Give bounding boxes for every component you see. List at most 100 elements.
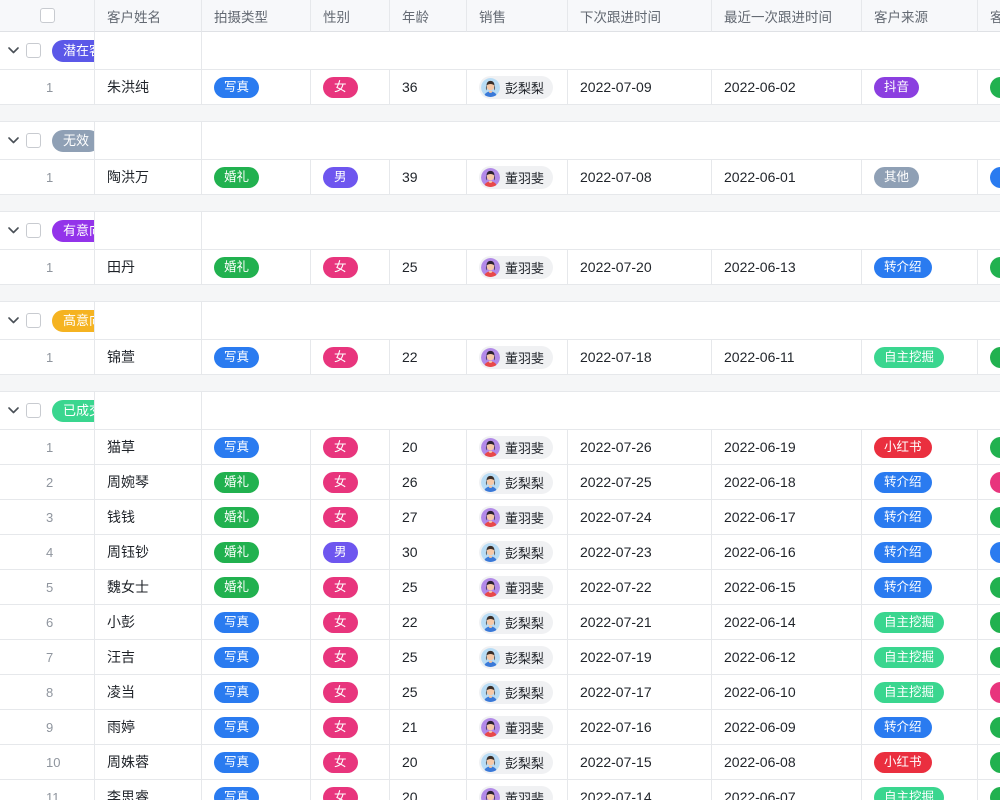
cell-last-followup[interactable]: 2022-06-18 [712,465,862,500]
cell-last-followup[interactable]: 2022-06-15 [712,570,862,605]
cell-last-followup[interactable]: 2022-06-01 [712,160,862,195]
cell-next-followup[interactable]: 2022-07-16 [568,710,712,745]
cell-customer-name[interactable]: 李思睿 [95,780,202,800]
cell-gender[interactable]: 女 [311,745,390,780]
cell-gender[interactable]: 女 [311,710,390,745]
cell-shoot-type[interactable]: 婚礼 [202,465,311,500]
cell-customer-name[interactable]: 凌当 [95,675,202,710]
select-all-checkbox[interactable] [39,8,55,23]
cell-truncated[interactable] [978,340,1000,375]
cell-next-followup[interactable]: 2022-07-19 [568,640,712,675]
cell-gender[interactable]: 女 [311,780,390,800]
cell-truncated[interactable] [978,535,1000,570]
cell-next-followup[interactable]: 2022-07-21 [568,605,712,640]
cell-source[interactable]: 自主挖掘 [862,675,978,710]
cell-source[interactable]: 小红书 [862,430,978,465]
cell-age[interactable]: 21 [390,710,467,745]
table-row[interactable]: 7 汪吉 写真 女 25 彭梨梨 2022-07-19 2022-06-12 自主挖掘 [0,640,1000,675]
cell-truncated[interactable] [978,605,1000,640]
column-header-sales[interactable]: 销售 [467,0,568,32]
cell-sales[interactable]: 董羽斐 [467,430,568,465]
cell-last-followup[interactable]: 2022-06-09 [712,710,862,745]
cell-next-followup[interactable]: 2022-07-26 [568,430,712,465]
chevron-down-icon[interactable] [0,407,26,414]
cell-sales[interactable]: 彭梨梨 [467,535,568,570]
cell-sales[interactable]: 彭梨梨 [467,675,568,710]
table-row[interactable]: 4 周钰钞 婚礼 男 30 彭梨梨 2022-07-23 2022-06-16 转介绍 [0,535,1000,570]
column-header-next-followup[interactable]: 下次跟进时间 [568,0,712,32]
cell-age[interactable]: 25 [390,570,467,605]
cell-next-followup[interactable]: 2022-07-23 [568,535,712,570]
cell-customer-name[interactable]: 钱钱 [95,500,202,535]
cell-customer-name[interactable]: 锦萱 [95,340,202,375]
cell-gender[interactable]: 男 [311,160,390,195]
cell-shoot-type[interactable]: 婚礼 [202,500,311,535]
cell-gender[interactable]: 女 [311,430,390,465]
chevron-down-icon[interactable] [0,227,26,234]
group-toggle-cell[interactable]: 无效 [0,122,95,160]
cell-shoot-type[interactable]: 写真 [202,640,311,675]
column-header-source[interactable]: 客户来源 [862,0,978,32]
cell-truncated[interactable] [978,465,1000,500]
cell-next-followup[interactable]: 2022-07-08 [568,160,712,195]
cell-source[interactable]: 转介绍 [862,250,978,285]
cell-gender[interactable]: 女 [311,465,390,500]
cell-source[interactable]: 转介绍 [862,465,978,500]
cell-age[interactable]: 25 [390,675,467,710]
cell-next-followup[interactable]: 2022-07-09 [568,70,712,105]
cell-sales[interactable]: 董羽斐 [467,250,568,285]
cell-sales[interactable]: 彭梨梨 [467,605,568,640]
table-row[interactable]: 1 猫草 写真 女 20 董羽斐 2022-07-26 2022-06-19 小红书 [0,430,1000,465]
cell-source[interactable]: 转介绍 [862,500,978,535]
cell-age[interactable]: 30 [390,535,467,570]
cell-shoot-type[interactable]: 婚礼 [202,250,311,285]
table-row[interactable]: 6 小彭 写真 女 22 彭梨梨 2022-07-21 2022-06-14 自主挖掘 [0,605,1000,640]
chevron-down-icon[interactable] [0,317,26,324]
cell-truncated[interactable] [978,70,1000,105]
table-row[interactable]: 10 周姝蓉 写真 女 20 彭梨梨 2022-07-15 2022-06-08 小红书 [0,745,1000,780]
cell-truncated[interactable] [978,745,1000,780]
cell-customer-name[interactable]: 周钰钞 [95,535,202,570]
cell-age[interactable]: 27 [390,500,467,535]
cell-truncated[interactable] [978,430,1000,465]
cell-last-followup[interactable]: 2022-06-10 [712,675,862,710]
table-row[interactable]: 2 周婉琴 婚礼 女 26 彭梨梨 2022-07-25 2022-06-18 转介绍 [0,465,1000,500]
group-select-checkbox[interactable] [26,133,41,148]
cell-customer-name[interactable]: 雨婷 [95,710,202,745]
cell-gender[interactable]: 女 [311,250,390,285]
cell-sales[interactable]: 彭梨梨 [467,465,568,500]
cell-gender[interactable]: 女 [311,340,390,375]
cell-sales[interactable]: 彭梨梨 [467,640,568,675]
cell-last-followup[interactable]: 2022-06-19 [712,430,862,465]
cell-age[interactable]: 20 [390,430,467,465]
cell-gender[interactable]: 女 [311,675,390,710]
cell-shoot-type[interactable]: 写真 [202,70,311,105]
cell-last-followup[interactable]: 2022-06-17 [712,500,862,535]
cell-age[interactable]: 22 [390,605,467,640]
cell-next-followup[interactable]: 2022-07-24 [568,500,712,535]
cell-age[interactable]: 22 [390,340,467,375]
cell-last-followup[interactable]: 2022-06-14 [712,605,862,640]
chevron-down-icon[interactable] [0,47,26,54]
cell-customer-name[interactable]: 周婉琴 [95,465,202,500]
cell-sales[interactable]: 董羽斐 [467,780,568,800]
cell-truncated[interactable] [978,710,1000,745]
cell-next-followup[interactable]: 2022-07-18 [568,340,712,375]
cell-age[interactable]: 25 [390,640,467,675]
cell-source[interactable]: 自主挖掘 [862,780,978,800]
table-row[interactable]: 9 雨婷 写真 女 21 董羽斐 2022-07-16 2022-06-09 转介绍 [0,710,1000,745]
cell-truncated[interactable] [978,570,1000,605]
cell-shoot-type[interactable]: 写真 [202,710,311,745]
cell-gender[interactable]: 男 [311,535,390,570]
table-row[interactable]: 8 凌当 写真 女 25 彭梨梨 2022-07-17 2022-06-10 自主挖掘 [0,675,1000,710]
cell-truncated[interactable] [978,500,1000,535]
cell-last-followup[interactable]: 2022-06-13 [712,250,862,285]
table-row[interactable]: 3 钱钱 婚礼 女 27 董羽斐 2022-07-24 2022-06-17 转介绍 [0,500,1000,535]
cell-customer-name[interactable]: 汪吉 [95,640,202,675]
cell-last-followup[interactable]: 2022-06-07 [712,780,862,800]
cell-age[interactable]: 36 [390,70,467,105]
group-select-checkbox[interactable] [26,223,41,238]
cell-next-followup[interactable]: 2022-07-14 [568,780,712,800]
cell-sales[interactable]: 董羽斐 [467,710,568,745]
cell-age[interactable]: 26 [390,465,467,500]
